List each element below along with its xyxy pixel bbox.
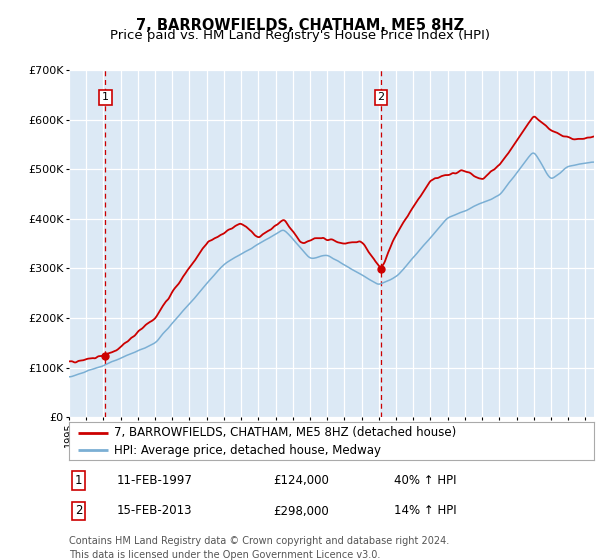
Text: 7, BARROWFIELDS, CHATHAM, ME5 8HZ: 7, BARROWFIELDS, CHATHAM, ME5 8HZ — [136, 18, 464, 33]
Text: Price paid vs. HM Land Registry's House Price Index (HPI): Price paid vs. HM Land Registry's House … — [110, 29, 490, 42]
Text: 15-FEB-2013: 15-FEB-2013 — [116, 505, 192, 517]
Text: HPI: Average price, detached house, Medway: HPI: Average price, detached house, Medw… — [113, 444, 380, 456]
Text: 14% ↑ HPI: 14% ↑ HPI — [395, 505, 457, 517]
Text: £298,000: £298,000 — [274, 505, 329, 517]
Text: £124,000: £124,000 — [274, 474, 329, 487]
Text: 1: 1 — [102, 92, 109, 102]
Text: 11-FEB-1997: 11-FEB-1997 — [116, 474, 192, 487]
Text: 7, BARROWFIELDS, CHATHAM, ME5 8HZ (detached house): 7, BARROWFIELDS, CHATHAM, ME5 8HZ (detac… — [113, 426, 456, 439]
Text: 2: 2 — [377, 92, 385, 102]
Text: 40% ↑ HPI: 40% ↑ HPI — [395, 474, 457, 487]
Text: 1: 1 — [75, 474, 82, 487]
Text: 2: 2 — [75, 505, 82, 517]
Text: Contains HM Land Registry data © Crown copyright and database right 2024.
This d: Contains HM Land Registry data © Crown c… — [69, 536, 449, 559]
